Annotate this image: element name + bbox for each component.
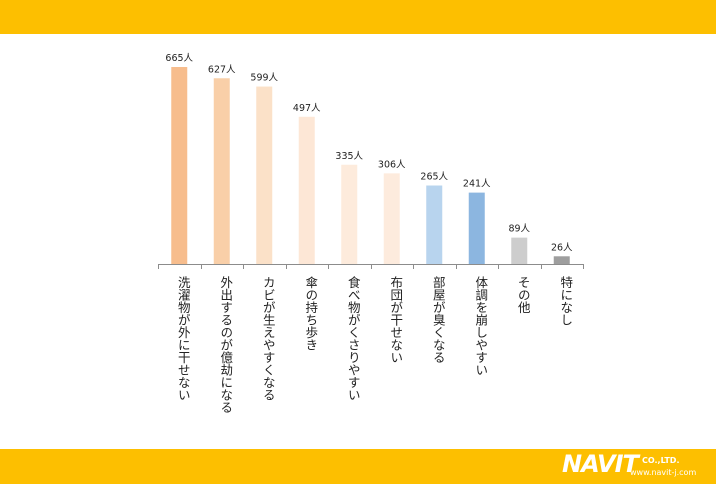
bar	[256, 86, 273, 264]
bar	[511, 237, 528, 264]
category-label: 洗濯物が外に干せない	[176, 276, 191, 401]
category-label: 傘の持ち歩き	[303, 276, 318, 351]
data-label: 335人	[335, 151, 363, 162]
logo-url: www.navit-j.com	[630, 468, 697, 477]
data-label: 26人	[551, 242, 573, 253]
bar	[553, 256, 570, 264]
logo-company: CO.,LTD.	[642, 456, 680, 465]
top-banner	[0, 0, 716, 34]
category-label: 部屋が臭くなる	[431, 275, 446, 364]
category-label: 布団が干せない	[388, 276, 403, 364]
bar	[213, 78, 230, 264]
bar	[171, 67, 188, 264]
data-label: 306人	[378, 159, 406, 170]
data-label: 241人	[463, 179, 491, 190]
data-label: 599人	[250, 73, 278, 84]
data-label: 497人	[293, 103, 321, 114]
bar	[298, 116, 315, 264]
data-label: 89人	[508, 224, 530, 235]
logo-name: NAVIT	[562, 450, 639, 478]
data-label: 665人	[165, 53, 193, 64]
data-label: 627人	[208, 64, 236, 75]
data-label: 265人	[420, 171, 448, 182]
category-label: 外出するのが億劫になる	[218, 276, 233, 414]
category-label: 食べ物がくさりやすい	[346, 275, 361, 401]
bottom-banner	[0, 449, 716, 484]
bar	[426, 185, 443, 264]
category-label: 体調を崩しやすい	[473, 276, 488, 376]
bar	[341, 164, 358, 264]
category-label: 特になし	[558, 275, 573, 326]
bar	[468, 192, 485, 264]
category-label: カビが生えやすくなる	[261, 276, 276, 401]
bar	[383, 173, 400, 264]
category-label: その他	[516, 276, 531, 314]
navit-logo: NAVIT CO.,LTD. www.navit-j.com	[562, 450, 702, 482]
